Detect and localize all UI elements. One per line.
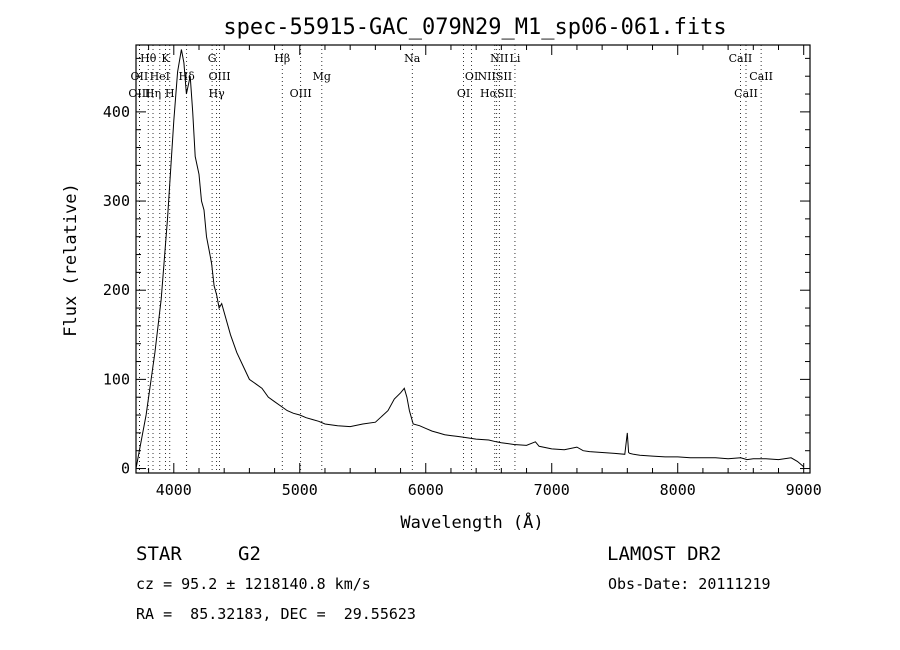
line-label-23: CaII: [734, 87, 758, 100]
redshift-velocity: cz = 95.2 ± 1218140.8 km/s: [136, 575, 371, 593]
plot-frame: [135, 44, 811, 474]
line-label-2: OIII: [128, 87, 150, 100]
chart-title: spec-55915-GAC_079N29_M1_sp06-061.fits: [223, 15, 726, 40]
x-tick-label-5000: 5000: [282, 481, 318, 499]
line-label-4: HeI: [150, 70, 170, 83]
coordinates: RA = 85.32183, DEC = 29.55623: [136, 605, 416, 623]
line-label-11: Hβ: [274, 52, 290, 65]
line-label-5: Hη: [145, 87, 161, 100]
x-axis-label: Wavelength (Å): [400, 511, 543, 533]
line-label-20: HαSII: [480, 87, 513, 100]
y-tick-label-400: 400: [103, 103, 130, 121]
line-label-6: H: [165, 87, 175, 100]
y-tick-label-200: 200: [103, 281, 130, 299]
line-label-22: CaII: [749, 70, 773, 83]
line-label-15: OI: [465, 70, 478, 83]
observation-date: Obs-Date: 20111219: [608, 575, 771, 593]
line-label-8: G: [208, 52, 217, 65]
line-label-12: OIII: [290, 87, 312, 100]
x-tick-label-9000: 9000: [786, 481, 822, 499]
line-label-3: K: [161, 52, 170, 65]
x-tick-label-4000: 4000: [156, 481, 192, 499]
line-label-17: NII: [490, 52, 508, 65]
line-label-7: Hδ: [179, 70, 196, 83]
object-subclass: G2: [238, 543, 261, 565]
line-label-19: NIISII: [478, 70, 513, 83]
y-tick-label-0: 0: [121, 460, 130, 478]
x-tick-label-7000: 7000: [534, 481, 570, 499]
y-tick-label-100: 100: [103, 370, 130, 388]
line-label-14: Na: [404, 52, 421, 65]
y-tick-label-300: 300: [103, 192, 130, 210]
line-label-10: Hγ: [209, 87, 226, 100]
survey-name: LAMOST DR2: [607, 543, 722, 565]
x-tick-label-8000: 8000: [660, 481, 696, 499]
line-label-13: Mg: [313, 70, 331, 83]
x-tick-label-6000: 6000: [408, 481, 444, 499]
line-label-18: Li: [510, 52, 521, 65]
axis-tick-labels: 4000 5000 6000 7000 8000 9000 0 100 200 300 400: [103, 103, 822, 499]
spectral-line-markers: [139, 45, 762, 473]
object-class: STAR: [136, 543, 182, 565]
line-label-21: CaII: [729, 52, 753, 65]
y-axis-label: Flux (relative): [61, 183, 81, 337]
axis-ticks: [136, 45, 810, 473]
line-label-16: OI: [457, 87, 470, 100]
line-label-0: Hθ: [140, 52, 157, 65]
spectrum-series-line: [135, 49, 805, 469]
line-label-9: OIII: [208, 70, 230, 83]
